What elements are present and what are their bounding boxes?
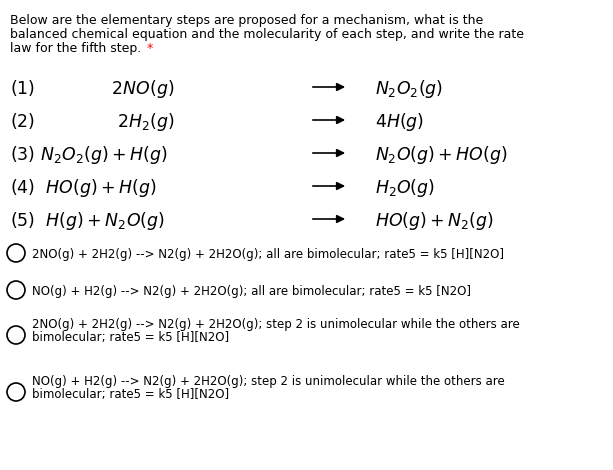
- Text: $(5)\ \ H(g) + N_2O(g)$: $(5)\ \ H(g) + N_2O(g)$: [10, 210, 165, 232]
- Text: $HO(g) + N_2(g)$: $HO(g) + N_2(g)$: [375, 210, 494, 232]
- Text: NO(g) + H2(g) --> N2(g) + 2H2O(g); step 2 is unimolecular while the others are: NO(g) + H2(g) --> N2(g) + 2H2O(g); step …: [32, 375, 504, 388]
- Text: bimolecular; rate5 = k5 [H][N2O]: bimolecular; rate5 = k5 [H][N2O]: [32, 331, 229, 344]
- Text: $4H(g)$: $4H(g)$: [375, 111, 424, 133]
- Text: balanced chemical equation and the molecularity of each step, and write the rate: balanced chemical equation and the molec…: [10, 28, 524, 41]
- Text: Below are the elementary steps are proposed for a mechanism, what is the: Below are the elementary steps are propo…: [10, 14, 483, 27]
- Text: $N_2O_2(g)$: $N_2O_2(g)$: [375, 78, 443, 100]
- Text: bimolecular; rate5 = k5 [H][N2O]: bimolecular; rate5 = k5 [H][N2O]: [32, 388, 229, 401]
- Text: $H_2O(g)$: $H_2O(g)$: [375, 177, 435, 199]
- Text: $N_2O(g) + HO(g)$: $N_2O(g) + HO(g)$: [375, 144, 508, 166]
- Text: 2NO(g) + 2H2(g) --> N2(g) + 2H2O(g); step 2 is unimolecular while the others are: 2NO(g) + 2H2(g) --> N2(g) + 2H2O(g); ste…: [32, 318, 520, 331]
- Text: $(3)\ N_2O_2(g) + H(g)$: $(3)\ N_2O_2(g) + H(g)$: [10, 144, 167, 166]
- Text: $(1)$              $2NO(g)$: $(1)$ $2NO(g)$: [10, 78, 175, 100]
- Text: law for the fifth step.: law for the fifth step.: [10, 42, 145, 55]
- Text: $(2)$               $2H_2(g)$: $(2)$ $2H_2(g)$: [10, 111, 175, 133]
- Text: *: *: [147, 42, 153, 55]
- Text: 2NO(g) + 2H2(g) --> N2(g) + 2H2O(g); all are bimolecular; rate5 = k5 [H][N2O]: 2NO(g) + 2H2(g) --> N2(g) + 2H2O(g); all…: [32, 248, 504, 261]
- Text: NO(g) + H2(g) --> N2(g) + 2H2O(g); all are bimolecular; rate5 = k5 [N2O]: NO(g) + H2(g) --> N2(g) + 2H2O(g); all a…: [32, 285, 471, 298]
- Text: $(4)\ \ HO(g) + H(g)$: $(4)\ \ HO(g) + H(g)$: [10, 177, 157, 199]
